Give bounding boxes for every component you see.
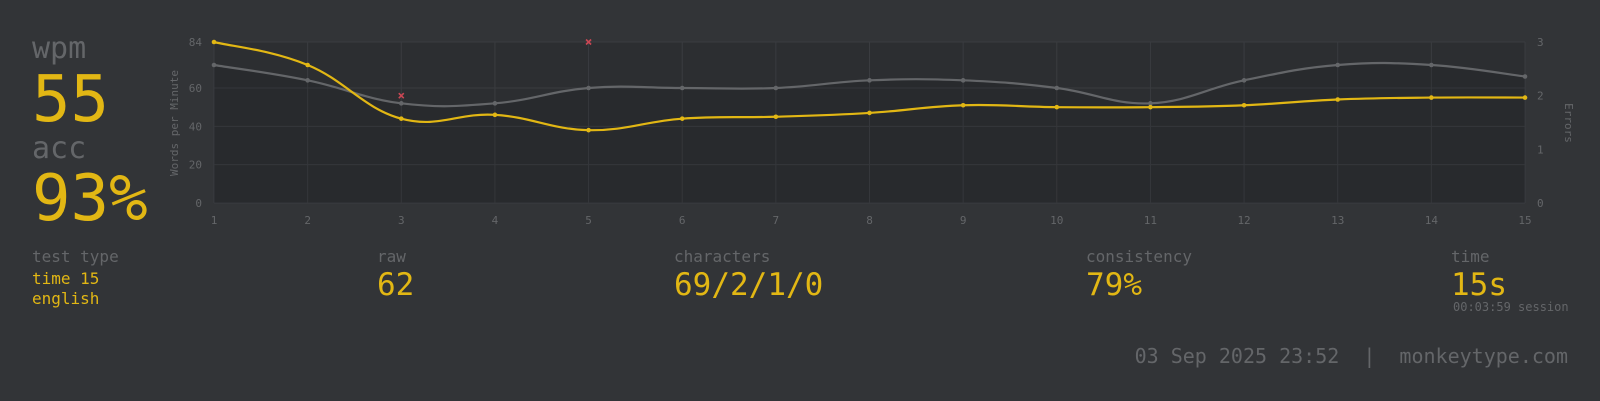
- raw-point: [773, 85, 779, 91]
- acc-label: acc: [32, 131, 87, 166]
- chart-x-ticks: 1 2 3 4 5 6 7 8 9 10 11 12 13 14 15: [211, 214, 1532, 227]
- time-value: 15s: [1451, 267, 1507, 303]
- wpm-point: [773, 114, 779, 120]
- wpm-point: [1241, 102, 1247, 108]
- error-marker-stroke: [398, 92, 405, 99]
- footer-site[interactable]: monkeytype.com: [1399, 344, 1568, 368]
- x-tick-label: 2: [304, 214, 311, 227]
- y2-tick-label: 2: [1537, 90, 1544, 103]
- x-tick-label: 7: [773, 214, 780, 227]
- test-type-label: test type: [32, 247, 119, 266]
- chart-grid: [213, 41, 1526, 204]
- wpm-point: [305, 62, 310, 68]
- x-tick-label: 12: [1237, 214, 1250, 227]
- wpm-point: [679, 116, 685, 121]
- raw-value: 62: [377, 267, 415, 303]
- raw-point: [211, 62, 217, 68]
- x-tick-label: 14: [1425, 214, 1439, 227]
- x-tick-label: 5: [585, 214, 592, 227]
- x-tick-label: 6: [679, 214, 686, 227]
- wpm-point: [1054, 104, 1060, 110]
- wpm-label: wpm: [32, 31, 87, 66]
- error-marker: [585, 38, 592, 46]
- characters-value: 69/2/1/0: [674, 267, 824, 303]
- x-tick-label: 10: [1050, 214, 1063, 227]
- wpm-point: [1148, 104, 1153, 110]
- raw-point: [492, 101, 498, 106]
- wpm-point: [1335, 97, 1341, 102]
- consistency-value: 79%: [1086, 267, 1142, 303]
- wpm-point: [211, 39, 217, 45]
- x-tick-label: 13: [1331, 214, 1344, 227]
- x-tick-label: 9: [960, 214, 967, 227]
- y2-tick-label: 1: [1537, 143, 1544, 156]
- x-tick-label: 3: [398, 214, 405, 227]
- raw-point: [1241, 78, 1247, 83]
- test-type-mode: time 15: [32, 269, 100, 288]
- raw-point: [586, 85, 591, 91]
- raw-point: [867, 78, 872, 83]
- raw-point: [960, 78, 966, 83]
- time-label: time: [1451, 247, 1490, 266]
- raw-area: [214, 62, 1525, 203]
- y-tick-label: 20: [189, 159, 202, 172]
- chart-series: [211, 38, 1528, 203]
- wpm-point: [1429, 95, 1434, 100]
- raw-point: [305, 78, 310, 83]
- footer-separator: |: [1363, 344, 1376, 368]
- raw-point: [679, 85, 685, 91]
- x-tick-label: 11: [1144, 214, 1157, 227]
- wpm-point: [1522, 95, 1528, 100]
- raw-point: [1522, 74, 1528, 79]
- wpm-point: [398, 116, 404, 121]
- y2-tick-label: 0: [1537, 197, 1544, 210]
- x-tick-label: 15: [1518, 214, 1531, 227]
- y-tick-label: 60: [189, 82, 202, 95]
- wpm-point: [867, 110, 872, 116]
- test-type-language: english: [32, 289, 100, 308]
- y-tick-label: 40: [189, 120, 202, 133]
- raw-point: [1429, 62, 1434, 68]
- wpm-point: [492, 112, 498, 118]
- error-marker-stroke: [585, 38, 592, 46]
- wpm-point: [960, 102, 966, 108]
- footer: 03 Sep 2025 23:52 | monkeytype.com: [1135, 344, 1568, 368]
- raw-point: [1335, 62, 1341, 68]
- raw-point: [1148, 101, 1153, 106]
- chart-y-ticks: 0 20 40 60 84: [189, 36, 203, 210]
- chart-y2-axis-title: Errors: [1562, 103, 1575, 143]
- raw-point: [398, 101, 404, 106]
- y-tick-label: 84: [189, 36, 203, 49]
- x-tick-label: 1: [211, 214, 218, 227]
- consistency-label: consistency: [1086, 247, 1192, 266]
- wpm-value: 55: [32, 63, 110, 137]
- session-time: 00:03:59 session: [1453, 300, 1569, 314]
- characters-label: characters: [674, 247, 771, 266]
- wpm-point: [586, 127, 591, 133]
- raw-point: [1054, 85, 1060, 91]
- chart-y-axis-title: Words per Minute: [168, 70, 181, 176]
- error-marker: [398, 92, 405, 99]
- acc-value: 93%: [32, 162, 148, 236]
- footer-date: 03 Sep 2025 23:52: [1134, 344, 1340, 368]
- raw-label: raw: [377, 247, 406, 266]
- y2-tick-label: 3: [1537, 36, 1544, 49]
- y-tick-label: 0: [195, 197, 202, 210]
- x-tick-label: 4: [492, 214, 499, 227]
- chart-y2-ticks: 0 1 2 3: [1537, 36, 1544, 210]
- x-tick-label: 8: [866, 214, 873, 227]
